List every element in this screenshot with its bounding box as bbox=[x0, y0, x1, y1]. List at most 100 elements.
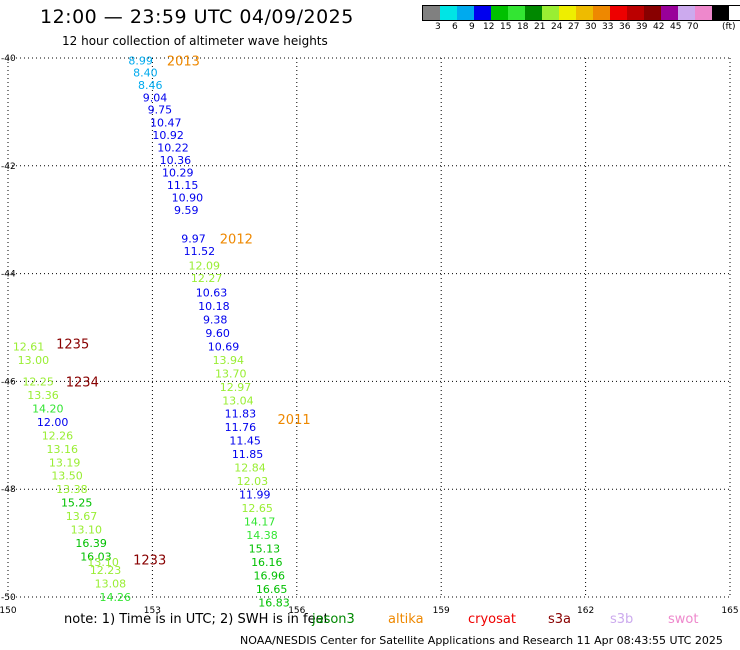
time-annotation: 2011 bbox=[278, 413, 311, 428]
data-label-altika: 9.75 bbox=[148, 104, 173, 117]
data-label-altika: 14.17 bbox=[244, 516, 276, 529]
data-label-altika: 8.46 bbox=[138, 79, 163, 92]
chart-title: 12:00 — 23:59 UTC 04/09/2025 bbox=[40, 6, 354, 28]
legend-color-bar bbox=[422, 5, 740, 21]
note-text: note: 1) Time is in UTC; 2) SWH is in fe… bbox=[64, 612, 329, 627]
legend-swatch-6 bbox=[525, 6, 542, 20]
data-label-altika: 9.38 bbox=[203, 313, 228, 326]
legend-swatch-15 bbox=[678, 6, 695, 20]
y-tick-label: -46 bbox=[1, 377, 16, 387]
data-label-altika: 16.96 bbox=[253, 569, 284, 582]
data-label-altika: 13.04 bbox=[222, 394, 254, 407]
legend-swatch-11 bbox=[610, 6, 627, 20]
legend-tick-label: 12 bbox=[483, 22, 495, 32]
data-label-altika: 10.69 bbox=[208, 340, 240, 353]
legend-swatch-10 bbox=[593, 6, 610, 20]
data-label-altika: 16.65 bbox=[256, 583, 287, 596]
data-label-s3a: 16.03 bbox=[80, 551, 112, 564]
legend-tick-label: 6 bbox=[452, 22, 458, 32]
legend-swatch-3 bbox=[474, 6, 491, 20]
data-label-altika: 8.99 bbox=[128, 55, 153, 68]
legend-swatch-2 bbox=[457, 6, 474, 20]
legend-swatch-4 bbox=[491, 6, 508, 20]
legend-swatch-16 bbox=[695, 6, 712, 20]
data-label-altika: 11.99 bbox=[239, 489, 270, 502]
data-label-altika: 10.90 bbox=[172, 192, 204, 205]
legend-swatch-1 bbox=[440, 6, 457, 20]
time-annotation: 1235 bbox=[56, 338, 89, 353]
legend-swatch-13 bbox=[644, 6, 661, 20]
x-tick-label: 153 bbox=[144, 606, 161, 616]
x-tick-label: 156 bbox=[288, 606, 305, 616]
data-label-s3a: 13.16 bbox=[47, 443, 79, 456]
y-tick-label: -44 bbox=[1, 270, 16, 280]
data-label-s3a: 13.50 bbox=[51, 470, 83, 483]
data-label-altika: 12.84 bbox=[234, 462, 266, 475]
legend-tick-label: 45 bbox=[670, 22, 682, 32]
data-label-s3a: 12.23 bbox=[90, 564, 122, 577]
data-label-s3a: 13.67 bbox=[66, 510, 98, 523]
data-label-s3a: 12.25 bbox=[22, 375, 54, 388]
y-tick-label: -50 bbox=[1, 593, 16, 603]
data-label-s3a: 13.38 bbox=[56, 483, 87, 496]
legend-swatch-5 bbox=[508, 6, 525, 20]
y-tick-label: -40 bbox=[1, 54, 16, 64]
legend-swatch-12 bbox=[627, 6, 644, 20]
legend-swatch-9 bbox=[576, 6, 593, 20]
y-tick-label: -48 bbox=[1, 485, 16, 495]
legend-swatch-17 bbox=[712, 6, 729, 20]
legend-tick-label: 9 bbox=[469, 22, 475, 32]
legend-tick-label: 18 bbox=[517, 22, 529, 32]
legend-labels: (ft) 3 6 9 12 15 18 21 24 27 30 33 36 39 42 45 70 bbox=[422, 21, 740, 35]
time-annotation: 2012 bbox=[220, 233, 253, 248]
legend-tick-label: 33 bbox=[602, 22, 614, 32]
legend-swatch-14 bbox=[661, 6, 678, 20]
time-annotation: 1234 bbox=[66, 375, 99, 390]
data-label-altika: 9.04 bbox=[143, 91, 168, 104]
data-label-altika: 12.65 bbox=[241, 502, 272, 515]
data-label-s3a: 12.00 bbox=[37, 416, 69, 429]
footer-credit: NOAA/NESDIS Center for Satellite Applica… bbox=[240, 634, 723, 647]
data-label-altika: 12.97 bbox=[220, 381, 252, 394]
x-tick-label: 150 bbox=[0, 606, 17, 616]
data-label-altika: 9.60 bbox=[205, 327, 230, 340]
satellite-label-altika: altika bbox=[388, 612, 424, 627]
satellite-label-cryosat: cryosat bbox=[468, 612, 516, 627]
legend-tick-label: 39 bbox=[636, 22, 648, 32]
data-label-altika: 10.47 bbox=[150, 117, 182, 130]
legend-tick-label: 24 bbox=[551, 22, 563, 32]
legend-unit: (ft) bbox=[722, 22, 736, 32]
data-label-s3a: 14.20 bbox=[32, 402, 64, 415]
satellite-label-jason3: jason3 bbox=[312, 612, 355, 627]
time-annotation: 2013 bbox=[167, 55, 200, 70]
data-label-s3a: 12.26 bbox=[42, 429, 73, 442]
data-label-altika: 11.85 bbox=[232, 448, 264, 461]
data-label-altika: 10.18 bbox=[198, 300, 230, 313]
data-label-s3a: 15.25 bbox=[61, 497, 93, 510]
data-label-altika: 13.70 bbox=[215, 367, 247, 380]
legend-swatch-7 bbox=[542, 6, 559, 20]
data-label-altika: 11.15 bbox=[167, 179, 199, 192]
color-legend: (ft) 3 6 9 12 15 18 21 24 27 30 33 36 39 42 45 70 bbox=[422, 5, 740, 35]
data-label-s3a: 13.10 bbox=[71, 524, 103, 537]
data-label-altika: 9.59 bbox=[174, 204, 199, 217]
data-label-altika: 16.83 bbox=[258, 596, 290, 609]
data-label-altika: 10.22 bbox=[157, 141, 189, 154]
data-label-altika: 8.40 bbox=[133, 67, 158, 80]
time-annotation: 1233 bbox=[133, 553, 166, 568]
legend-tick-label: 30 bbox=[585, 22, 597, 32]
data-label-altika: 13.94 bbox=[213, 354, 245, 367]
chart-subtitle: 12 hour collection of altimeter wave hei… bbox=[62, 34, 328, 48]
data-label-s3a: 13.19 bbox=[49, 456, 80, 469]
data-label-altika: 12.03 bbox=[237, 475, 269, 488]
legend-tick-label: 27 bbox=[568, 22, 580, 32]
data-label-altika: 11.45 bbox=[229, 435, 261, 448]
data-label-s3a: 13.36 bbox=[27, 389, 59, 402]
satellite-label-swot: swot bbox=[668, 612, 699, 627]
x-tick-label: 165 bbox=[721, 606, 738, 616]
legend-tick-label: 36 bbox=[619, 22, 631, 32]
data-label-s3a: 13.10 bbox=[87, 556, 119, 569]
x-tick-label: 162 bbox=[577, 606, 594, 616]
data-label-altika: 12.27 bbox=[191, 272, 223, 285]
